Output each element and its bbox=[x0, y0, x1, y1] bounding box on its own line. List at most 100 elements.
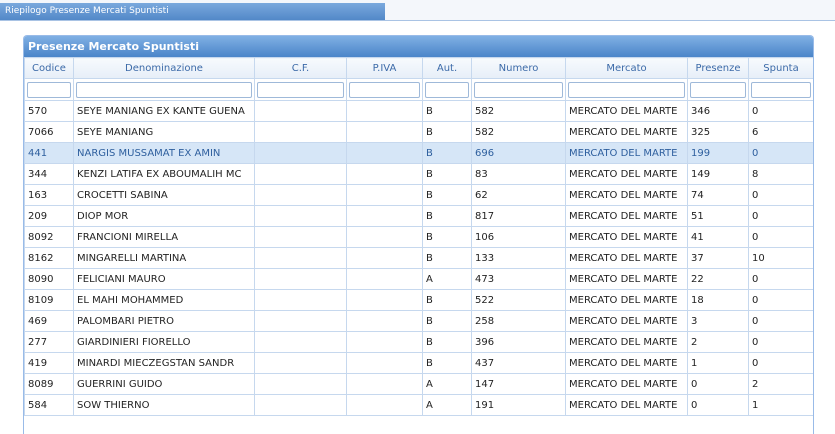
cell: B bbox=[422, 352, 472, 374]
column-header[interactable]: Numero bbox=[471, 57, 566, 79]
row[interactable]: 8162 MINGARELLI MARTINA B 133 MERCATO DEL MA… bbox=[24, 247, 813, 269]
cell: 37 bbox=[687, 247, 749, 269]
cell: 696 bbox=[471, 142, 566, 164]
cell: 62 bbox=[471, 184, 566, 206]
column-header[interactable]: Denominazione bbox=[73, 57, 255, 79]
cell: 0 bbox=[748, 184, 813, 206]
cell: 469 bbox=[24, 310, 74, 332]
cell: NARGIS MUSSAMAT EX AMIN bbox=[73, 142, 255, 164]
cell: 8109 bbox=[24, 289, 74, 311]
row[interactable]: 8089 GUERRINI GUIDO A 147 MERCATO DEL MARTE 0… bbox=[24, 373, 813, 395]
cell: B bbox=[422, 100, 472, 122]
row[interactable]: 8092 FRANCIONI MIRELLA B 106 MERCATO DEL MAR… bbox=[24, 226, 813, 248]
row[interactable]: 441 NARGIS MUSSAMAT EX AMIN B 696 MERCATO DE… bbox=[24, 142, 813, 164]
filter-cell bbox=[346, 78, 423, 101]
cell: 2 bbox=[748, 373, 813, 395]
column-header[interactable]: Spunta bbox=[748, 57, 813, 79]
cell: 0 bbox=[748, 352, 813, 374]
cell: 817 bbox=[471, 205, 566, 227]
cell: 0 bbox=[748, 142, 813, 164]
cell: B bbox=[422, 289, 472, 311]
cell bbox=[346, 331, 423, 353]
cell: 344 bbox=[24, 163, 74, 185]
row[interactable]: 277 GIARDINIERI FIORELLO B 396 MERCATO DEL M… bbox=[24, 331, 813, 353]
filter-input[interactable] bbox=[568, 81, 685, 98]
row[interactable]: 8109 EL MAHI MOHAMMED B 522 MERCATO DEL MART… bbox=[24, 289, 813, 311]
column-header[interactable]: P.IVA bbox=[346, 57, 423, 79]
cell: 0 bbox=[748, 100, 813, 122]
cell: 7066 bbox=[24, 121, 74, 143]
cell: A bbox=[422, 394, 472, 416]
cell: 0 bbox=[748, 289, 813, 311]
filter-cell bbox=[748, 78, 813, 101]
cell bbox=[346, 100, 423, 122]
filter-input[interactable] bbox=[349, 81, 420, 98]
filter-input[interactable] bbox=[425, 81, 469, 98]
cell: FELICIANI MAURO bbox=[73, 268, 255, 290]
filter-input[interactable] bbox=[27, 81, 71, 98]
filter-cell bbox=[687, 78, 749, 101]
cell bbox=[254, 184, 347, 206]
cell bbox=[346, 247, 423, 269]
column-header[interactable]: Mercato bbox=[565, 57, 688, 79]
cell: MERCATO DEL MARTE bbox=[565, 247, 688, 269]
grid: Codice Denominazione C.F. P.IVA Aut. Numero Me… bbox=[24, 57, 813, 416]
filter-input[interactable] bbox=[751, 81, 811, 98]
column-header[interactable]: C.F. bbox=[254, 57, 347, 79]
column-header[interactable]: Aut. bbox=[422, 57, 472, 79]
cell: MERCATO DEL MARTE bbox=[565, 373, 688, 395]
cell: MERCATO DEL MARTE bbox=[565, 394, 688, 416]
filter-cell bbox=[73, 78, 255, 101]
cell: DIOP MOR bbox=[73, 205, 255, 227]
cell: 0 bbox=[687, 394, 749, 416]
row[interactable]: 344 KENZI LATIFA EX ABOUMALIH MC B 83 MERCAT… bbox=[24, 163, 813, 185]
cell: 6 bbox=[748, 121, 813, 143]
cell: MINARDI MIECZEGSTAN SANDR bbox=[73, 352, 255, 374]
header-row: Codice Denominazione C.F. P.IVA Aut. Numero Me… bbox=[24, 57, 813, 79]
cell: 22 bbox=[687, 268, 749, 290]
row[interactable]: 209 DIOP MOR B 817 MERCATO DEL MARTE 51 0 bbox=[24, 205, 813, 227]
cell: MERCATO DEL MARTE bbox=[565, 226, 688, 248]
row[interactable]: 570 SEYE MANIANG EX KANTE GUENA B 582 MERCAT… bbox=[24, 100, 813, 122]
cell: 147 bbox=[471, 373, 566, 395]
cell: 258 bbox=[471, 310, 566, 332]
cell: 163 bbox=[24, 184, 74, 206]
filter-input[interactable] bbox=[690, 81, 746, 98]
cell bbox=[254, 373, 347, 395]
cell: 41 bbox=[687, 226, 749, 248]
column-header[interactable]: Codice bbox=[24, 57, 74, 79]
row[interactable]: 419 MINARDI MIECZEGSTAN SANDR B 437 MERCATO … bbox=[24, 352, 813, 374]
cell: A bbox=[422, 268, 472, 290]
column-header[interactable]: Presenze bbox=[687, 57, 749, 79]
cell bbox=[254, 268, 347, 290]
grid-body: 570 SEYE MANIANG EX KANTE GUENA B 582 MERCAT… bbox=[24, 100, 813, 416]
row[interactable]: 469 PALOMBARI PIETRO B 258 MERCATO DEL MARTE… bbox=[24, 310, 813, 332]
row[interactable]: 584 SOW THIERNO A 191 MERCATO DEL MARTE 0 1 bbox=[24, 394, 813, 416]
cell: 3 bbox=[687, 310, 749, 332]
row[interactable]: 8090 FELICIANI MAURO A 473 MERCATO DEL MARTE… bbox=[24, 268, 813, 290]
cell: 8092 bbox=[24, 226, 74, 248]
cell bbox=[346, 142, 423, 164]
cell: SOW THIERNO bbox=[73, 394, 255, 416]
filter-input[interactable] bbox=[474, 81, 563, 98]
cell: MERCATO DEL MARTE bbox=[565, 268, 688, 290]
cell: 8162 bbox=[24, 247, 74, 269]
cell: 10 bbox=[748, 247, 813, 269]
filter-input[interactable] bbox=[257, 81, 344, 98]
filter-input[interactable] bbox=[76, 81, 252, 98]
row[interactable]: 163 CROCETTI SABINA B 62 MERCATO DEL MARTE 74… bbox=[24, 184, 813, 206]
tab[interactable]: Riepilogo Presenze Mercati Spuntisti bbox=[0, 3, 385, 20]
cell bbox=[346, 310, 423, 332]
cell: B bbox=[422, 163, 472, 185]
filter-cell bbox=[565, 78, 688, 101]
cell bbox=[254, 310, 347, 332]
cell bbox=[254, 226, 347, 248]
cell bbox=[254, 352, 347, 374]
cell: MERCATO DEL MARTE bbox=[565, 184, 688, 206]
cell: 584 bbox=[24, 394, 74, 416]
filter-cell bbox=[471, 78, 566, 101]
cell: 1 bbox=[687, 352, 749, 374]
cell: B bbox=[422, 121, 472, 143]
row[interactable]: 7066 SEYE MANIANG B 582 MERCATO DEL MARTE 325… bbox=[24, 121, 813, 143]
cell: 419 bbox=[24, 352, 74, 374]
